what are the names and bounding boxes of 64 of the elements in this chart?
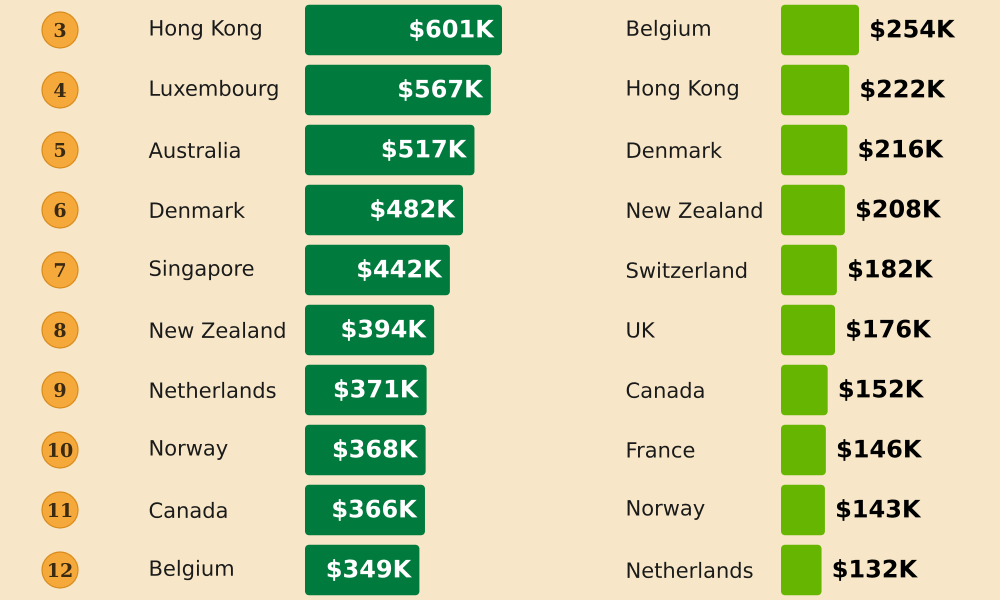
data-label: $222K <box>861 79 946 101</box>
y-tick-label: Norway <box>628 500 705 520</box>
data-label: $254K <box>871 19 956 41</box>
bar <box>781 184 845 236</box>
data-label: $366K <box>333 499 418 521</box>
bar <box>305 64 491 116</box>
bar <box>305 4 502 56</box>
y-tick-label: Canada <box>626 382 704 398</box>
bar <box>781 364 828 416</box>
data-label: $208K <box>856 199 942 221</box>
data-label: $182K <box>848 259 934 281</box>
y-tick-label: Switzerland <box>626 262 746 278</box>
text: 10 <box>49 442 72 458</box>
y-tick-label: France <box>628 442 694 458</box>
bar <box>781 544 822 596</box>
text: 5 <box>54 142 66 158</box>
text: 6 <box>54 202 66 218</box>
text: 3 <box>54 22 66 38</box>
bar <box>781 424 826 476</box>
y-tick-label: Belgium <box>628 20 710 40</box>
data-label: $442K <box>358 259 442 281</box>
data-label: $132K <box>834 559 918 581</box>
data-label: $152K <box>840 379 924 401</box>
data-label: $146K <box>838 439 922 461</box>
data-label: $601K <box>410 19 495 41</box>
data-label: $349K <box>328 559 412 581</box>
data-label: $394K <box>342 319 427 341</box>
y-tick-label: Denmark <box>150 202 245 218</box>
y-tick-label: Canada <box>150 502 227 518</box>
bar <box>781 484 825 536</box>
bar <box>781 244 837 296</box>
y-tick-label: Belgium <box>150 560 233 580</box>
y-tick-label: Netherlands <box>628 562 753 578</box>
y-tick-label: Singapore <box>150 260 254 280</box>
text: 8 <box>54 322 66 338</box>
y-tick-label: Australia <box>148 142 240 158</box>
y-tick-label: Luxembourg <box>150 80 278 100</box>
y-tick-label: Hong Kong <box>628 80 738 100</box>
y-tick-label: Norway <box>150 440 228 460</box>
text: 11 <box>49 502 72 518</box>
y-tick-label: Netherlands <box>150 382 276 398</box>
data-label: $482K <box>371 199 456 221</box>
y-tick-label: UK <box>627 322 656 338</box>
bar <box>781 304 836 356</box>
text: 7 <box>54 263 66 277</box>
data-label: $143K <box>837 499 922 521</box>
data-label: $216K <box>859 139 944 161</box>
y-tick-label: Hong Kong <box>150 20 261 40</box>
text: 12 <box>49 562 72 578</box>
data-label: $371K <box>334 379 420 401</box>
bar <box>781 64 850 116</box>
data-label: $176K <box>847 319 932 341</box>
bar <box>781 4 860 56</box>
y-tick-label: Denmark <box>628 142 722 158</box>
text: 9 <box>54 382 66 398</box>
bar <box>305 124 474 176</box>
data-label: $567K <box>399 79 484 101</box>
bar <box>781 124 848 176</box>
data-label: $517K <box>382 139 468 161</box>
bar <box>305 184 463 236</box>
y-tick-label: New Zealand <box>150 322 285 338</box>
data-label: $368K <box>334 439 418 461</box>
y-tick-label: New Zealand <box>628 202 762 218</box>
text: 4 <box>54 82 66 98</box>
